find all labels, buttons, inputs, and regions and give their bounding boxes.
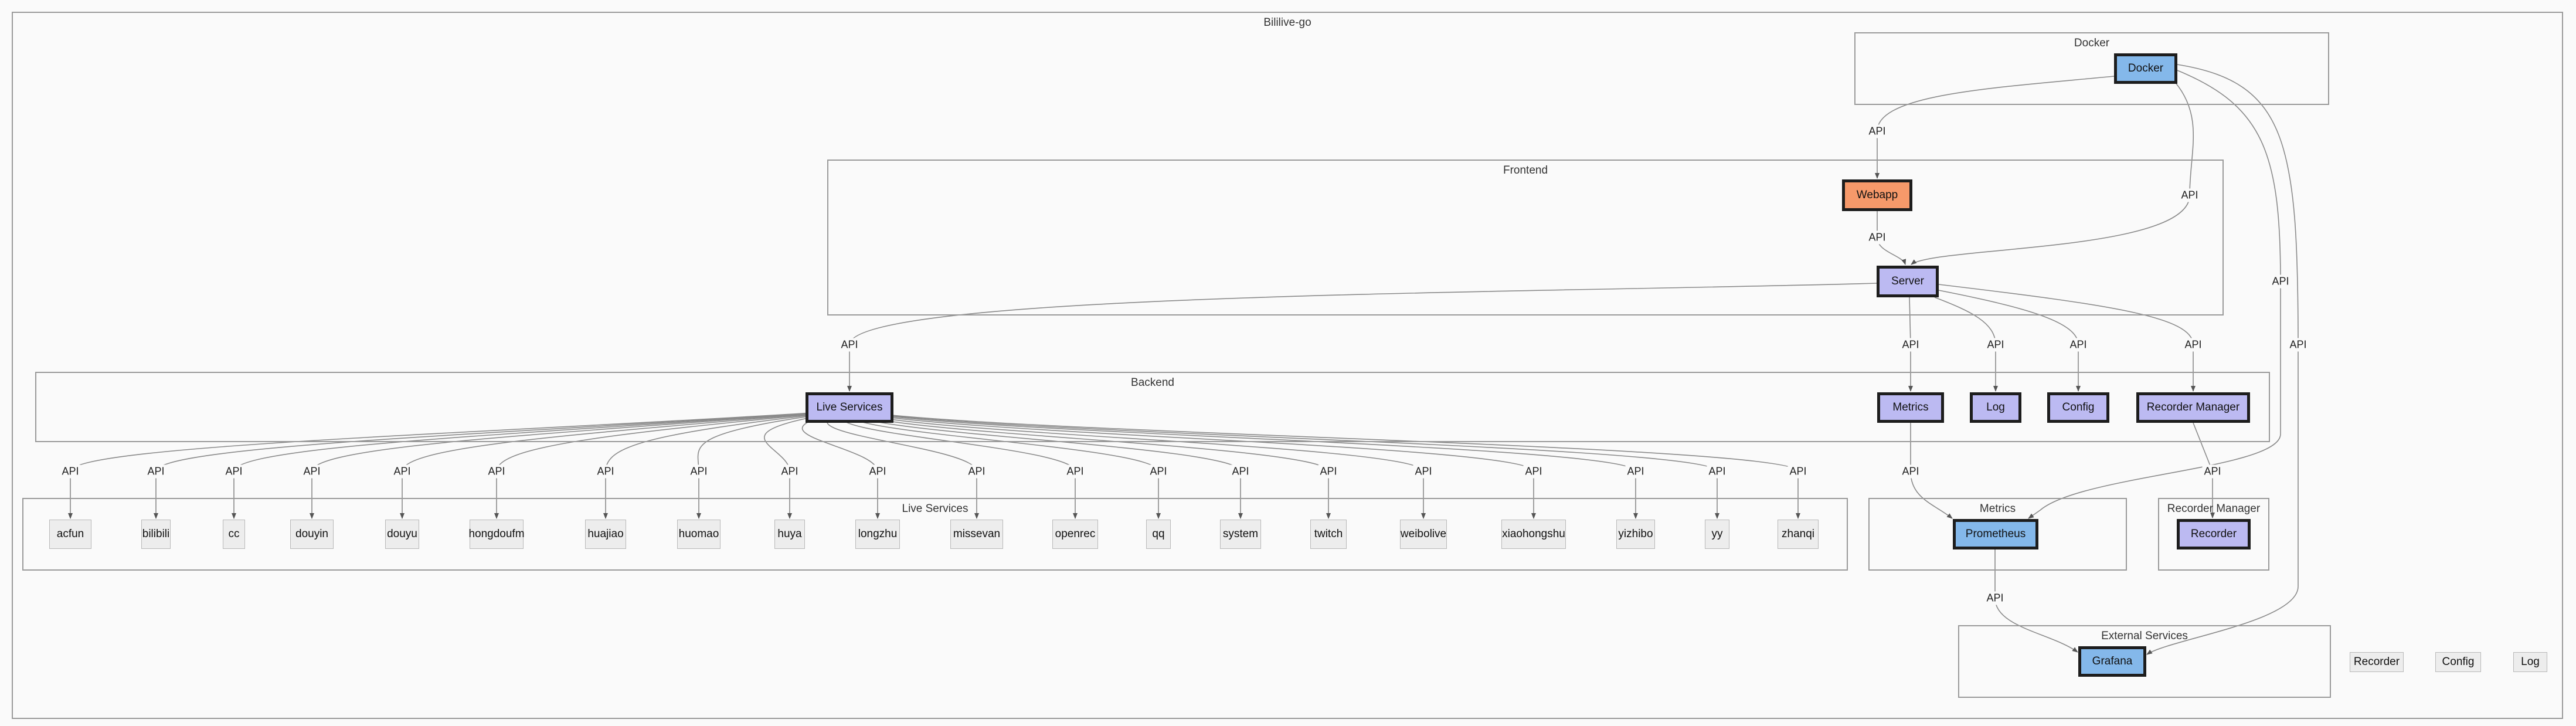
edge-label-live-services-zhanqi: API — [1787, 464, 1809, 479]
platform-node-longzhu[interactable]: longzhu — [855, 520, 900, 549]
docker-node[interactable]: Docker — [2114, 53, 2177, 84]
edge-label-metrics-prometheus: API — [1900, 464, 1921, 479]
edge-label-live-services-system: API — [1230, 464, 1251, 479]
platform-node-twitch[interactable]: twitch — [1310, 520, 1347, 549]
edge-label-recorder-manager-recorder: API — [2202, 464, 2223, 479]
legend-recorder-node[interactable]: Recorder — [2350, 652, 2404, 672]
log-node[interactable]: Log — [1970, 392, 2021, 423]
cluster-live-services-title: Live Services — [902, 503, 968, 515]
platform-node-openrec[interactable]: openrec — [1052, 520, 1098, 549]
cluster-docker: Docker — [1854, 32, 2329, 105]
edge-label-live-services-cc: API — [223, 464, 244, 479]
edge-live-services-zhanqi — [865, 412, 1800, 519]
platform-node-bilibili[interactable]: bilibili — [141, 520, 171, 549]
live-services-node[interactable]: Live Services — [806, 392, 893, 423]
edge-label-live-services-yy: API — [1707, 464, 1728, 479]
edge-label-server-live-services: API — [839, 338, 860, 352]
platform-node-missevan[interactable]: missevan — [950, 520, 1003, 549]
platform-node-weibolive[interactable]: weibolive — [1400, 520, 1447, 549]
cluster-metrics: Metrics — [1868, 498, 2127, 571]
platform-node-cc[interactable]: cc — [223, 520, 245, 549]
edge-label-webapp-server: API — [1867, 230, 1888, 245]
edge-label-server-metrics: API — [1900, 338, 1921, 352]
edge-label-server-recorder-manager: API — [2183, 338, 2204, 352]
edge-label-server-log: API — [1985, 338, 2006, 352]
config-node[interactable]: Config — [2047, 392, 2109, 423]
cluster-recorder-manager-title: Recorder Manager — [2167, 503, 2261, 515]
webapp-node[interactable]: Webapp — [1842, 179, 1912, 211]
cluster-backend: Backend — [35, 372, 2270, 442]
platform-node-zhanqi[interactable]: zhanqi — [1778, 520, 1819, 549]
platform-node-huomao[interactable]: huomao — [677, 520, 721, 549]
cluster-docker-title: Docker — [2074, 37, 2110, 49]
platform-node-douyu[interactable]: douyu — [385, 520, 419, 549]
edge-label-server-config: API — [2068, 338, 2089, 352]
cluster-backend-title: Backend — [1131, 376, 1174, 389]
diagram-title: Bililive-go — [1263, 16, 1311, 29]
platform-node-acfun[interactable]: acfun — [49, 520, 91, 549]
recorder-manager-node[interactable]: Recorder Manager — [2136, 392, 2250, 423]
platform-node-hongdoufm[interactable]: hongdoufm — [468, 520, 525, 549]
platform-node-xiaohongshu[interactable]: xiaohongshu — [1501, 520, 1566, 549]
edge-label-live-services-twitch: API — [1318, 464, 1339, 479]
legend-log-node[interactable]: Log — [2513, 652, 2547, 672]
cluster-recorder-manager: Recorder Manager — [2158, 498, 2269, 571]
platform-node-system[interactable]: system — [1220, 520, 1261, 549]
edge-label-live-services-weibolive: API — [1413, 464, 1434, 479]
edge-label-docker-webapp: API — [1867, 124, 1888, 138]
edge-label-live-services-openrec: API — [1065, 464, 1086, 479]
edge-label-live-services-hongdoufm: API — [486, 464, 507, 479]
platform-node-douyin[interactable]: douyin — [290, 520, 334, 549]
platform-node-huajiao[interactable]: huajiao — [585, 520, 626, 549]
edge-label-live-services-xiaohongshu: API — [1523, 464, 1544, 479]
metrics-node[interactable]: Metrics — [1877, 392, 1944, 423]
edge-label-docker-grafana: API — [2288, 338, 2309, 352]
platform-node-yy[interactable]: yy — [1705, 520, 1729, 549]
platform-node-huya[interactable]: huya — [774, 520, 805, 549]
platform-node-qq[interactable]: qq — [1146, 520, 1171, 549]
edge-label-live-services-douyin: API — [301, 464, 322, 479]
edge-label-live-services-bilibili: API — [145, 464, 166, 479]
edge-label-live-services-douyu: API — [392, 464, 413, 479]
legend-config-node[interactable]: Config — [2435, 652, 2481, 672]
edge-label-live-services-huajiao: API — [595, 464, 616, 479]
edge-label-live-services-acfun: API — [60, 464, 81, 479]
edge-label-live-services-yizhibo: API — [1625, 464, 1646, 479]
edge-docker-webapp — [1875, 76, 2115, 179]
grafana-node[interactable]: Grafana — [2078, 646, 2146, 677]
cluster-metrics-title: Metrics — [1979, 503, 2016, 515]
edge-label-live-services-longzhu: API — [867, 464, 888, 479]
edge-server-live-services — [847, 283, 1877, 392]
edge-label-prometheus-grafana: API — [1984, 591, 2006, 605]
edge-docker-prometheus — [2028, 70, 2281, 519]
cluster-frontend: Frontend — [827, 160, 2224, 315]
edge-label-docker-prometheus: API — [2270, 274, 2291, 289]
server-node[interactable]: Server — [1877, 266, 1939, 297]
edge-server-recorder-manager — [1938, 284, 2196, 392]
cluster-external-services-title: External Services — [2101, 630, 2188, 642]
edge-docker-server — [1911, 82, 2194, 265]
edge-label-live-services-missevan: API — [966, 464, 987, 479]
cluster-bililive-go: Bililive-go — [12, 12, 2563, 719]
edge-label-live-services-huya: API — [779, 464, 800, 479]
cluster-external-services: External Services — [1958, 625, 2331, 698]
edge-label-docker-server: API — [2179, 188, 2200, 202]
cluster-live-services: Live Services — [22, 498, 1848, 571]
recorder-node[interactable]: Recorder — [2177, 519, 2251, 549]
edge-label-live-services-qq: API — [1148, 464, 1169, 479]
cluster-frontend-title: Frontend — [1503, 164, 1548, 177]
edge-label-live-services-huomao: API — [688, 464, 709, 479]
platform-node-yizhibo[interactable]: yizhibo — [1616, 520, 1655, 549]
prometheus-node[interactable]: Prometheus — [1953, 519, 2038, 549]
edge-docker-grafana — [2146, 64, 2299, 655]
